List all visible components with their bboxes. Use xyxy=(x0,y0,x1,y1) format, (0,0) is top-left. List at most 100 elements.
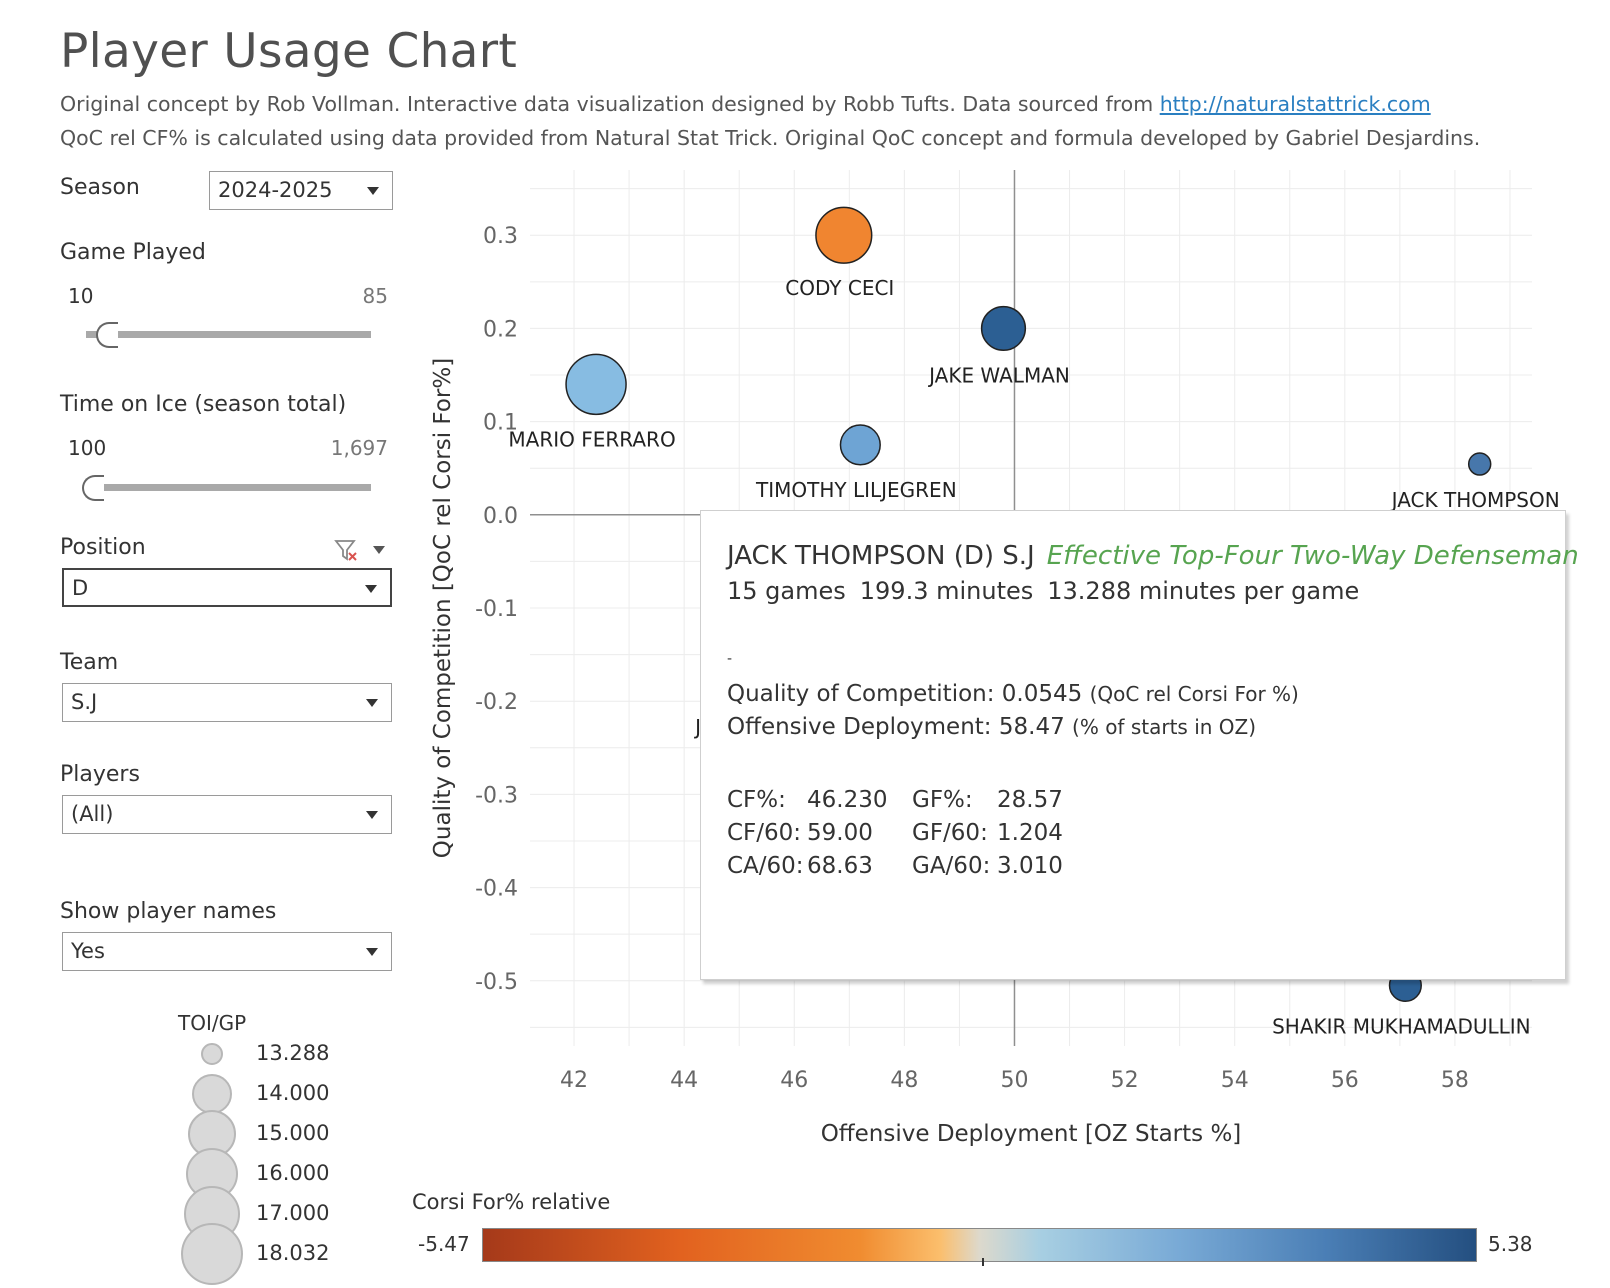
source-link[interactable]: http://naturalstattrick.com xyxy=(1159,92,1431,116)
y-tick-label: -0.5 xyxy=(475,970,518,995)
page-title: Player Usage Chart xyxy=(60,24,518,79)
players-value: (All) xyxy=(71,802,114,826)
color-legend-max: 5.38 xyxy=(1488,1232,1533,1256)
tooltip-stat-value: 46.230 xyxy=(807,787,888,813)
team-value: S.J xyxy=(71,690,98,714)
tooltip-qoc: Quality of Competition: 0.0545 (QoC rel … xyxy=(727,681,1299,707)
tooltip-player-name: JACK THOMPSON (D) S.J xyxy=(727,541,1035,571)
size-legend-label: 17.000 xyxy=(256,1201,330,1225)
tooltip-od-value: Offensive Deployment: 58.47 xyxy=(727,714,1065,740)
tooltip-minutes: 199.3 minutes xyxy=(859,577,1034,605)
tooltip-stat-label: GF%: xyxy=(912,787,973,813)
tooltip-stat-label: GA/60: xyxy=(912,853,991,879)
position-label: Position xyxy=(60,535,146,560)
tooltip-mpg: 13.288 minutes per game xyxy=(1047,577,1360,605)
size-legend-item: 17.000 xyxy=(150,1186,330,1242)
size-legend-label: 14.000 xyxy=(256,1081,330,1105)
x-tick-label: 42 xyxy=(560,1068,588,1093)
games-slider-handle[interactable] xyxy=(96,322,118,348)
tooltip-games: 15 games xyxy=(727,577,846,605)
tooltip-od: Offensive Deployment: 58.47 (% of starts… xyxy=(727,714,1256,740)
games-played-label: Game Played xyxy=(60,240,206,265)
size-legend-label: 15.000 xyxy=(256,1121,330,1145)
tooltip-usage: 15 games 199.3 minutes 13.288 minutes per … xyxy=(727,577,1373,605)
player-tooltip: JACK THOMPSON (D) S.J Effective Top-Four … xyxy=(700,510,1579,980)
season-label: Season xyxy=(60,175,140,200)
player-bubble xyxy=(1467,452,1492,476)
y-tick-label: -0.1 xyxy=(475,597,518,622)
player-name-label: JAKE WALMAN xyxy=(927,363,1070,387)
player-name-label: CODY CECI xyxy=(785,276,894,300)
qoc-note: QoC rel CF% is calculated using data pro… xyxy=(60,126,1481,150)
tooltip-stat-value: 1.204 xyxy=(997,820,1063,846)
size-legend-label: 16.000 xyxy=(256,1161,330,1185)
chevron-down-icon xyxy=(365,585,377,593)
tooltip-stat-label: CF/60: xyxy=(727,820,802,846)
y-tick-label: 0.1 xyxy=(483,411,518,436)
x-tick-label: 46 xyxy=(780,1068,808,1093)
size-legend-circle xyxy=(201,1043,223,1065)
toi-slider-handle[interactable] xyxy=(82,475,104,501)
size-legend-label: 18.032 xyxy=(256,1241,330,1265)
tooltip-stat-label: CF%: xyxy=(727,787,786,813)
player-bubble xyxy=(839,424,881,466)
tooltip-dash: - xyxy=(727,651,733,667)
chevron-down-icon xyxy=(366,811,378,819)
tooltip-qoc-value: Quality of Competition: 0.0545 xyxy=(727,681,1083,707)
show-names-dropdown[interactable]: Yes xyxy=(62,932,392,971)
clear-filter-icon[interactable] xyxy=(334,538,360,564)
tooltip-od-desc: (% of starts in OZ) xyxy=(1072,715,1257,739)
player-bubble xyxy=(815,206,873,264)
credit-text: Original concept by Rob Vollman. Interac… xyxy=(60,92,1160,116)
chevron-down-icon xyxy=(366,699,378,707)
color-legend-title: Corsi For% relative xyxy=(412,1190,611,1214)
season-dropdown[interactable]: 2024-2025 xyxy=(209,171,393,210)
tooltip-stat-value: 68.63 xyxy=(807,853,873,879)
toi-slider-track[interactable] xyxy=(86,484,371,491)
x-tick-label: 52 xyxy=(1111,1068,1139,1093)
player-name-label: JACK THOMPSON xyxy=(1390,488,1560,512)
players-dropdown[interactable]: (All) xyxy=(62,795,392,834)
color-legend-marker xyxy=(982,1258,984,1266)
toi-max-value: 1,697 xyxy=(330,436,388,460)
chevron-down-icon xyxy=(366,948,378,956)
toi-min-value: 100 xyxy=(68,436,107,460)
y-tick-label: -0.2 xyxy=(475,690,518,715)
chevron-down-icon xyxy=(367,187,379,195)
tooltip-stat-value: 3.010 xyxy=(997,853,1063,879)
player-bubble xyxy=(980,305,1027,352)
y-tick-label: 0.3 xyxy=(483,224,518,249)
x-tick-label: 58 xyxy=(1441,1068,1469,1093)
color-legend-bar xyxy=(482,1228,1477,1262)
games-min-value: 10 xyxy=(68,284,94,308)
y-tick-label: -0.3 xyxy=(475,783,518,808)
player-name-label: TIMOTHY LILJEGREN xyxy=(755,478,957,502)
season-value: 2024-2025 xyxy=(218,178,333,202)
games-slider-track[interactable] xyxy=(86,331,371,338)
show-names-value: Yes xyxy=(71,939,105,963)
x-tick-label: 54 xyxy=(1221,1068,1249,1093)
y-axis-title: Quality of Competition [QoC rel Corsi Fo… xyxy=(430,358,456,858)
position-menu-icon[interactable] xyxy=(373,546,385,554)
x-axis-title: Offensive Deployment [OZ Starts %] xyxy=(821,1121,1242,1147)
x-tick-label: 48 xyxy=(890,1068,918,1093)
toi-label: Time on Ice (season total) xyxy=(60,392,347,417)
tooltip-header: JACK THOMPSON (D) S.J Effective Top-Four … xyxy=(727,541,1579,571)
x-tick-label: 44 xyxy=(670,1068,698,1093)
tooltip-stat-label: CA/60: xyxy=(727,853,804,879)
size-legend-item: 18.032 xyxy=(150,1223,330,1285)
players-label: Players xyxy=(60,762,140,787)
team-dropdown[interactable]: S.J xyxy=(62,683,392,722)
x-tick-label: 50 xyxy=(1000,1068,1028,1093)
tooltip-stat-value: 59.00 xyxy=(807,820,873,846)
position-value: D xyxy=(72,576,89,600)
show-names-label: Show player names xyxy=(60,899,277,924)
size-legend-label: 13.288 xyxy=(256,1041,330,1065)
position-dropdown[interactable]: D xyxy=(62,568,392,607)
y-tick-label: -0.4 xyxy=(475,877,518,902)
tooltip-stat-value: 28.57 xyxy=(997,787,1063,813)
tooltip-stat-label: GF/60: xyxy=(912,820,988,846)
player-name-label: SHAKIR MUKHAMADULLIN xyxy=(1272,1014,1531,1038)
tooltip-qoc-desc: (QoC rel Corsi For %) xyxy=(1089,682,1299,706)
y-tick-label: 0.0 xyxy=(483,504,518,529)
